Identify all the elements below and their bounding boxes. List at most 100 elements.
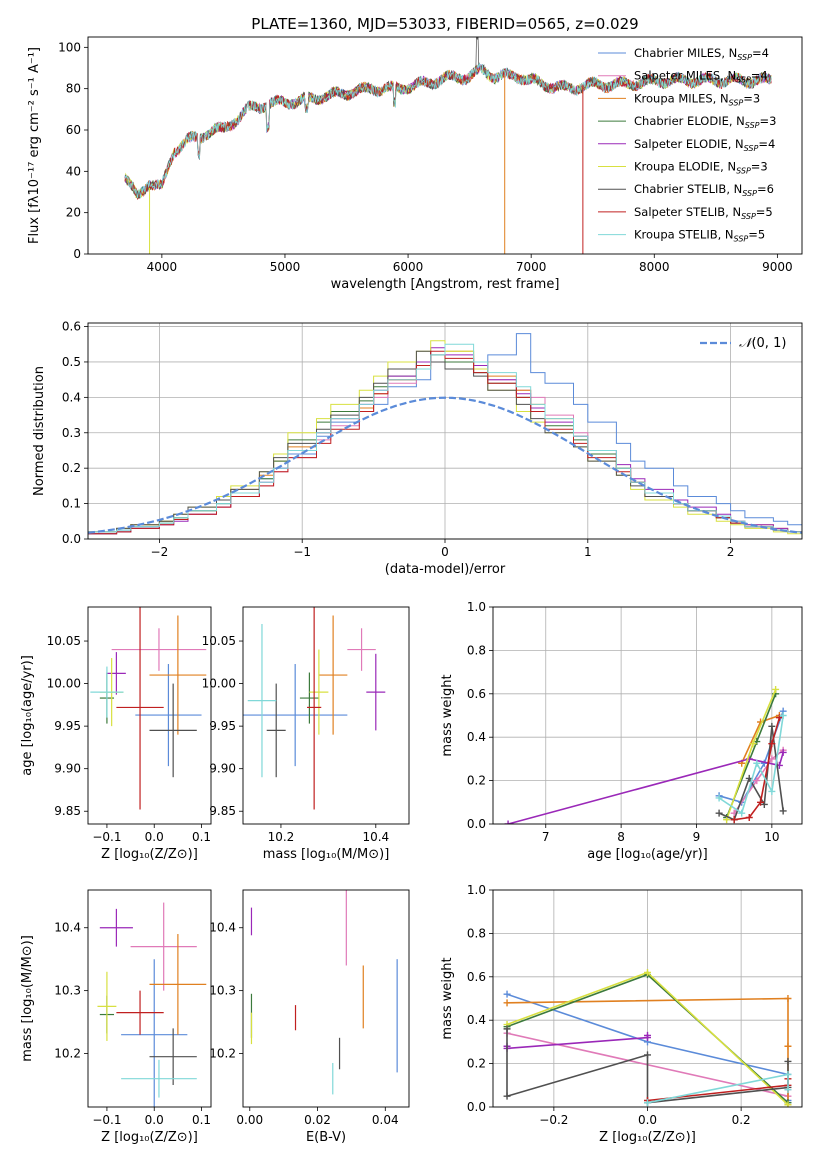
weight-marker	[745, 813, 753, 821]
x-tick-label: 0.0	[638, 1113, 657, 1127]
legend-entry-count: =6	[757, 182, 774, 196]
weight-marker	[503, 1092, 511, 1100]
legend-entry-name: Kroupa MILES, N	[634, 91, 729, 105]
x-tick-label: 7	[542, 830, 550, 844]
weight-marker	[757, 798, 765, 806]
y-tick-label: 0.8	[467, 926, 486, 940]
weight-marker	[738, 809, 746, 817]
weight-marker	[784, 1086, 792, 1094]
x-tick-label: 9	[693, 830, 701, 844]
legend-entry-count: =4	[751, 69, 768, 83]
weight-marker	[503, 990, 511, 998]
x-tick-label: −1	[293, 545, 311, 559]
legend-entry-count: =3	[751, 160, 768, 174]
x-tick-label: 7000	[516, 260, 547, 274]
x-tick-label: 0.04	[372, 1113, 399, 1127]
x-tick-label: 0.00	[236, 1113, 263, 1127]
spectrum-line	[124, 63, 772, 199]
spectra	[124, 37, 772, 254]
weight-marker	[760, 800, 768, 808]
plot-frame	[87, 36, 803, 255]
y-axis-label: mass weight	[440, 674, 455, 756]
weight-marker	[503, 999, 511, 1007]
spectrum-line	[124, 64, 772, 200]
y-tick-label: 80	[66, 82, 81, 96]
chart-title: PLATE=1360, MJD=53033, FIBERID=0565, z=0…	[251, 15, 638, 33]
x-axis-label: wavelength [Angstrom, rest frame]	[331, 277, 560, 292]
y-tick-label: 10.00	[202, 677, 236, 691]
weight-marker	[784, 1101, 792, 1107]
weight-marker	[768, 740, 776, 748]
x-tick-label: 8	[617, 830, 625, 844]
weight-marker	[644, 1099, 651, 1107]
weight-line	[647, 1073, 789, 1104]
legend-entry-name: Salpeter STELIB, N	[634, 205, 741, 219]
legend-label: (0, 1)	[751, 336, 786, 351]
weight-marker	[644, 1031, 651, 1039]
error-bars	[97, 902, 207, 1107]
legend-entry: Kroupa STELIB, NSSP=5	[634, 228, 765, 244]
mass-vs-ebv-panel: 0.00 0.02 0.04 10.2 10.3 10.4 E(B-V)	[209, 889, 410, 1145]
legend-entry-count: =3	[743, 91, 760, 105]
weight-marker	[753, 777, 761, 785]
weight-marker	[779, 748, 787, 756]
legend-entry: Kroupa ELODIE, NSSP=3	[634, 160, 768, 176]
y-tick-label: 0.4	[467, 1013, 486, 1027]
mass-vs-metallicity-panel: −0.1 0.0 0.1 10.2 10.3 10.4 Z [log₁₀(Z/Z⊙)] mas…	[20, 889, 212, 1145]
legend-entry-name: Salpeter MILES, N	[634, 69, 736, 83]
legend-entry: Salpeter ELODIE, NSSP=4	[634, 137, 775, 153]
weight-marker	[644, 1051, 651, 1059]
x-axis-label: E(B-V)	[306, 1130, 346, 1145]
y-tick-label: 0.4	[62, 390, 81, 404]
legend-entry: 𝒩(0, 1)	[739, 336, 786, 351]
legend-entry-subscript: SSP	[742, 189, 757, 198]
x-tick-label: 0.1	[192, 1113, 211, 1127]
weight-marker	[784, 1057, 792, 1065]
mass-weight-vs-age-panel: 7 8 9 10 0.0 0.2 0.4 0.6 0.8 1.0 age [log₁₀(age/yr…	[440, 600, 803, 862]
plot-frame	[87, 889, 212, 1108]
residual-histogram-panel: −2 −1 0 1 2 0.0 0.1 0.2 0.3 0.4 0.5 0.6 (data-model)…	[32, 320, 803, 577]
x-tick-label: 8000	[639, 260, 670, 274]
error-bars	[90, 607, 207, 810]
y-tick-label: 0.4	[467, 730, 486, 744]
y-tick-label: 40	[66, 164, 81, 178]
legend-entry: Chabrier ELODIE, NSSP=3	[634, 114, 776, 130]
normal-curve	[88, 396, 802, 534]
x-tick-label: 0.02	[304, 1113, 331, 1127]
error-bars	[243, 607, 386, 810]
legend-entry-count: =5	[756, 205, 773, 219]
plot-frame	[87, 322, 803, 540]
legend-entry-subscript: SSP	[745, 121, 760, 130]
y-tick-label: 20	[66, 206, 81, 220]
plot-frame	[492, 606, 803, 825]
legend-entry-count: =4	[752, 46, 769, 60]
x-tick-label: 10	[764, 830, 779, 844]
x-tick-label: 0	[441, 545, 449, 559]
y-tick-label: 1.0	[467, 883, 486, 897]
y-axis-label: Flux [fλ10⁻¹⁷ erg cm⁻² s⁻¹ A⁻¹]	[27, 47, 42, 244]
x-tick-label: 6000	[393, 260, 424, 274]
weight-marker	[715, 794, 723, 802]
legend-entry-name: Chabrier STELIB, N	[634, 182, 742, 196]
legend-entry: Salpeter MILES, NSSP=4	[634, 69, 768, 85]
y-tick-label: 100	[58, 40, 81, 54]
weight-marker	[715, 809, 723, 817]
y-tick-label: 9.95	[54, 719, 81, 733]
legend-entry-subscript: SSP	[729, 98, 744, 107]
legend-entry-count: =4	[758, 137, 775, 151]
weight-marker	[768, 722, 776, 730]
x-tick-label: 4000	[147, 260, 178, 274]
y-tick-label: 10.00	[47, 677, 81, 691]
y-axis-label: age [log₁₀(age/yr)]	[20, 655, 35, 776]
legend-entry-name: Chabrier MILES, N	[634, 46, 737, 60]
x-tick-label: −2	[151, 545, 169, 559]
legend-entry-name: Kroupa ELODIE, N	[634, 160, 736, 174]
weight-marker	[784, 1042, 792, 1050]
x-axis-label: Z [log₁₀(Z/Z⊙)]	[101, 847, 198, 862]
weight-marker	[768, 787, 776, 795]
weight-marker	[779, 712, 787, 719]
legend-entry-name: Chabrier ELODIE, N	[634, 114, 745, 128]
x-tick-label: 5000	[270, 260, 301, 274]
y-tick-label: 0.6	[62, 320, 81, 334]
